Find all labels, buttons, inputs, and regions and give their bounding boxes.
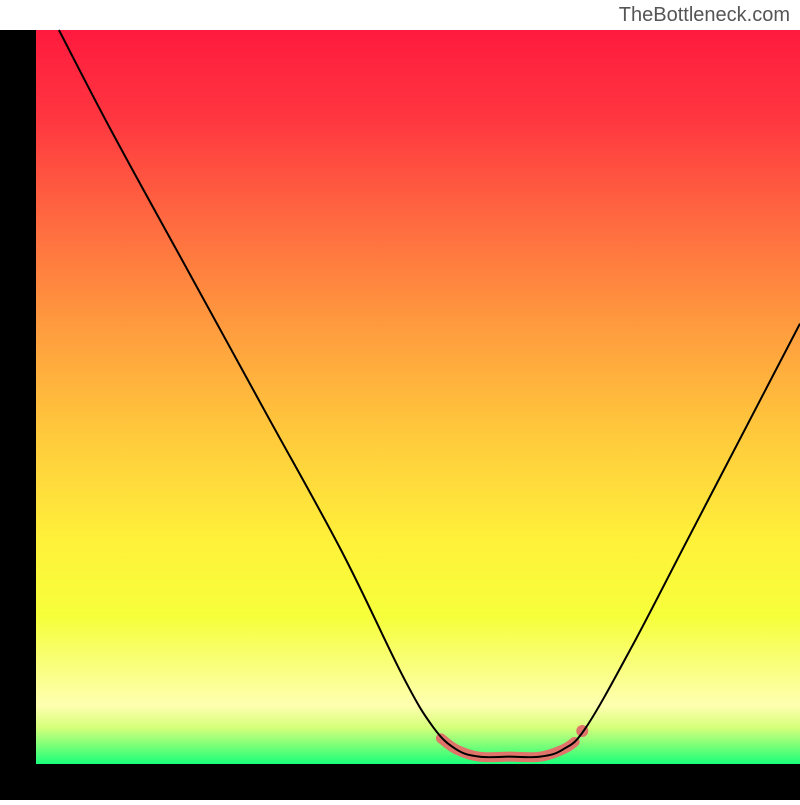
plot-background xyxy=(36,30,800,764)
frame-left-border xyxy=(0,30,36,800)
frame-bottom-border xyxy=(0,764,800,800)
bottleneck-curve-chart xyxy=(0,0,800,800)
chart-svg xyxy=(0,0,800,800)
watermark-text: TheBottleneck.com xyxy=(619,4,790,27)
